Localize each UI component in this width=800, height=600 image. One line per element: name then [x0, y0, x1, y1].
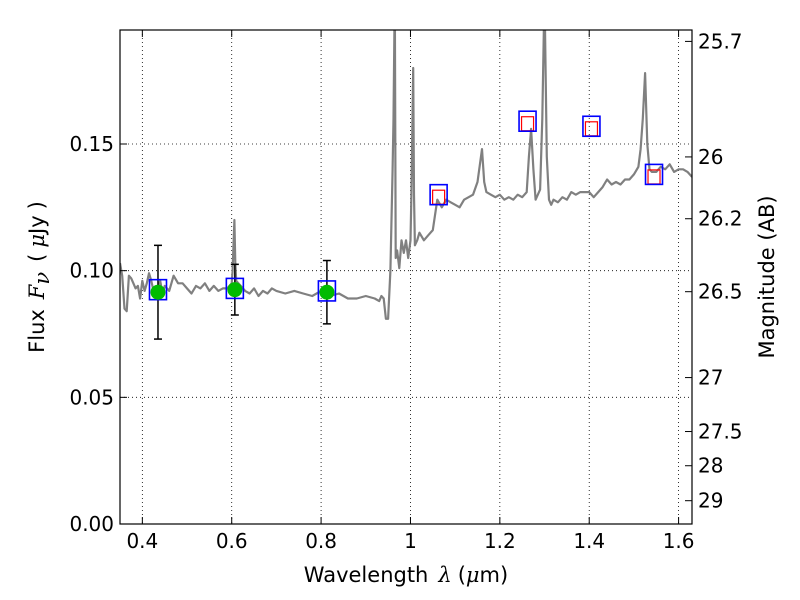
y-tick-label: 0.00	[69, 512, 114, 536]
observed-point	[227, 282, 243, 298]
predicted-square	[584, 121, 599, 137]
observed-point	[319, 284, 335, 300]
x-tick-label: 0.8	[305, 529, 337, 553]
grid-lines	[120, 30, 692, 524]
y2-tick-label: 25.7	[698, 29, 743, 53]
x-tick-label: 0.4	[126, 529, 158, 553]
plot-frame	[119, 29, 693, 525]
model-band-square	[644, 163, 664, 186]
y2-tick-label: 26.5	[698, 280, 743, 304]
y2-tick-label: 28	[698, 454, 723, 478]
x-tick-label: 1.6	[663, 529, 695, 553]
y2-tick-label: 27	[698, 366, 723, 390]
y2-tick-label: 27.5	[698, 420, 743, 444]
y2-axis-label: Magnitude (AB)	[755, 195, 779, 358]
x-tick-label: 0.6	[216, 529, 248, 553]
y-axis-label: FluxFν(μJy)	[25, 201, 54, 353]
y-tick-label: 0.15	[69, 132, 114, 156]
x-tick-label: 1	[404, 529, 417, 553]
axis-ticks: 0.4 0.6 0.8 1 1.2 1.4 1.6 0.00 0.05 0.10 0.15 25.7 2…	[69, 29, 742, 553]
y-tick-label: 0.05	[69, 385, 114, 409]
x-tick-label: 1.4	[573, 529, 605, 553]
model-band-square	[317, 280, 337, 302]
y-tick-label: 0.10	[69, 259, 114, 283]
plot-area	[120, 30, 692, 340]
spectrum-line	[120, 30, 692, 320]
x-axis-label: Wavelength λ (μm)	[304, 563, 508, 587]
x-tick-label: 1.2	[484, 529, 516, 553]
model-band-square	[582, 115, 601, 138]
y2-tick-label: 26	[698, 145, 723, 169]
model-band-square	[429, 183, 448, 206]
y2-tick-label: 26.2	[698, 207, 743, 231]
model-band-square	[225, 277, 245, 300]
observed-point	[150, 284, 166, 300]
model-band-square	[518, 110, 537, 132]
y2-tick-label: 29	[698, 489, 723, 513]
